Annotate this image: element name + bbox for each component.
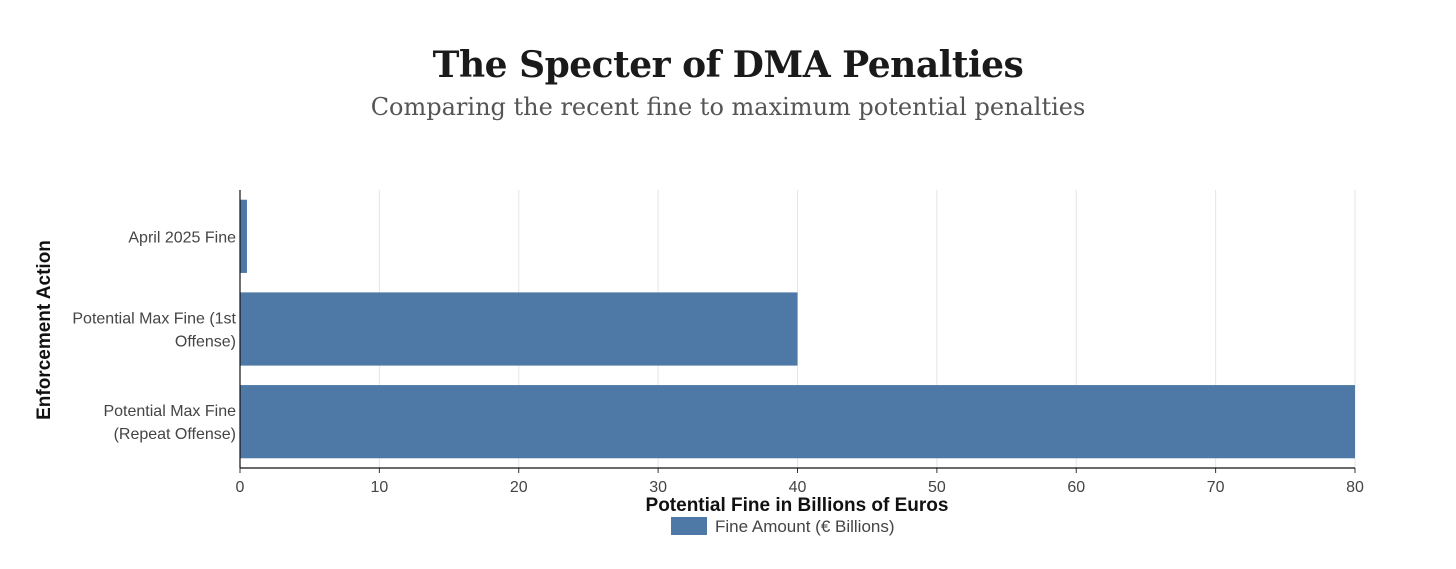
- chart-subtitle: Comparing the recent fine to maximum pot…: [370, 93, 1086, 121]
- labels: 0 10 20 30 40 50 60 70 80 April 2025 Fine Potentia…: [72, 229, 1364, 496]
- bar: [240, 292, 798, 366]
- x-tick-label: 70: [1207, 479, 1225, 496]
- bar: [240, 199, 247, 273]
- legend-label: Fine Amount (€ Billions): [715, 517, 895, 536]
- axes: [239, 190, 1356, 473]
- legend: Fine Amount (€ Billions): [671, 517, 895, 536]
- x-tick-label: 20: [510, 479, 528, 496]
- y-axis-title: Enforcement Action: [34, 240, 55, 420]
- x-axis-title: Potential Fine in Billions of Euros: [646, 495, 949, 516]
- bar: [240, 385, 1355, 459]
- x-tick-label: 0: [236, 479, 245, 496]
- category-label: Potential Max Fine (Repeat Offense): [103, 403, 236, 443]
- category-label: April 2025 Fine: [128, 229, 236, 246]
- chart-title: The Specter of DMA Penalties: [432, 44, 1024, 86]
- x-tick-label: 80: [1346, 479, 1364, 496]
- x-tick-label: 30: [649, 479, 667, 496]
- x-tick-label: 60: [1067, 479, 1085, 496]
- x-tick-label: 50: [928, 479, 946, 496]
- x-tick-label: 40: [789, 479, 807, 496]
- category-label: Potential Max Fine (1st Offense): [72, 311, 236, 351]
- x-tick-label: 10: [370, 479, 388, 496]
- legend-swatch: [671, 517, 707, 535]
- bars: [240, 199, 1355, 459]
